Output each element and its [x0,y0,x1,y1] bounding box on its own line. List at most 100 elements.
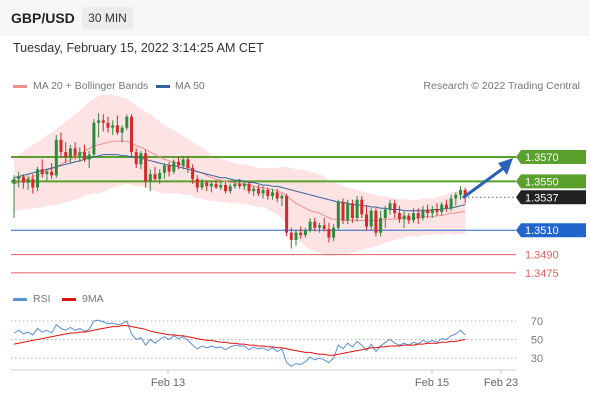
candle-body [200,182,204,188]
candle-body [332,227,336,238]
candle-body [177,161,180,166]
candle-body [162,165,166,173]
candle-body [444,204,448,209]
candle-body [393,203,397,214]
candle-body [336,202,340,228]
candle-body [111,125,115,128]
candle-body [322,225,326,229]
bollinger-band-area [14,94,466,256]
candle-body [36,169,39,188]
candle-body [313,221,317,228]
candle-body [355,199,359,218]
candle-body [97,120,101,123]
candle-body [73,148,77,156]
candle-body [64,152,68,157]
level-tag-1.3570 [516,150,586,164]
candle-body [153,174,157,179]
candle-body [435,209,439,212]
candle-body [261,189,265,194]
candle-body [205,182,209,187]
ma9-legend-swatch [62,298,76,301]
candle-body [78,152,82,156]
candle-body [191,167,195,179]
candle-body [92,122,96,155]
timeframe-button[interactable]: 30 MIN [82,7,133,29]
candle-body [379,218,383,233]
credit-label: Research © 2022 Trading Central [423,80,580,92]
candle-body [299,232,303,236]
symbol-label: GBP/USD [11,10,75,26]
candle-body [106,122,110,128]
candle-body [256,188,260,194]
candle-body [416,213,420,218]
candle-body [238,183,242,187]
candle-body [228,186,232,192]
level-label-1.3570: 1.3570 [525,152,559,164]
forecast-arrow-head [498,158,513,175]
candle-body [266,189,270,197]
candle-body [388,203,392,210]
candle-body [130,116,133,153]
candle-body [40,169,44,175]
candle-body [167,165,171,172]
candle-body [318,225,321,228]
candle-body [233,183,237,187]
candle-body [45,171,49,175]
candle-body [285,196,289,233]
candle-body [421,209,425,218]
candle-body [449,198,453,209]
candle-body [224,185,227,192]
level-tag-1.3537 [516,190,586,205]
candle-body [31,178,35,188]
candle-body [327,228,331,238]
x-tick-label: Feb 13 [151,377,185,389]
candle-body [172,161,176,172]
x-tick-label: Feb 23 [484,377,518,389]
level-label-1.3510: 1.3510 [525,225,559,237]
rsi-legend-label: RSI [33,293,51,305]
candle-body [120,127,124,133]
candle-body [158,172,162,179]
candle-body [374,210,378,233]
candle-body [125,116,129,128]
candle-body [346,203,350,221]
candle-body [242,183,246,187]
candle-body [383,209,387,218]
rsi-series-9ma-line [13,325,466,356]
candle-body [68,148,72,157]
datetime-label: Tuesday, February 15, 2022 3:14:25 AM CE… [13,41,264,55]
candle-body [214,183,218,188]
candle-body [247,183,251,192]
candle-body [440,204,444,212]
level-label-1.3490: 1.3490 [525,250,559,262]
candle-body [294,232,298,240]
candles-group [12,113,467,249]
candle-body [303,230,307,236]
candle-body [219,185,223,188]
level-label-1.3537: 1.3537 [525,192,559,204]
candle-body [209,183,213,187]
candle-body [21,176,25,183]
candle-body [369,210,373,227]
chart-header: GBP/USD 30 MIN [0,0,590,36]
candle-body [134,152,138,165]
candle-body [12,178,16,184]
candle-body [26,178,30,183]
level-label-1.3475: 1.3475 [525,268,559,280]
candle-body [54,139,58,176]
candle-body [181,159,185,166]
candle-body [289,232,293,240]
candle-body [397,213,401,220]
ma50-legend-swatch [156,85,170,88]
ma20-legend-label: MA 20 + Bollinger Bands [33,80,149,92]
candle-body [195,178,199,188]
candle-body [59,139,63,153]
candle-body [341,202,345,221]
candle-body [459,189,462,195]
candle-body [350,203,354,218]
candle-body [360,199,364,215]
candle-body [17,176,21,179]
x-tick-label: Feb 15 [415,377,449,389]
candle-body [463,189,467,198]
